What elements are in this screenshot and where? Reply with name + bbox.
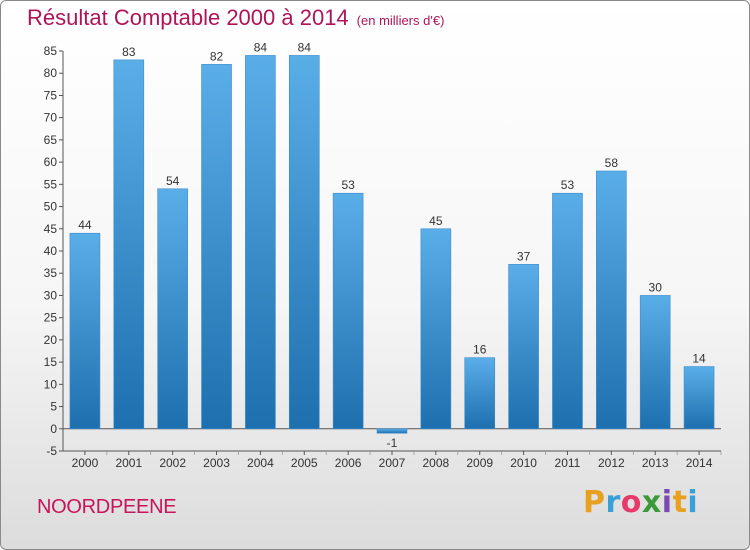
data-label-2014: 14 bbox=[692, 352, 706, 366]
bar-2004 bbox=[245, 55, 276, 429]
x-tick-label: 2014 bbox=[686, 456, 713, 470]
data-label-2004: 84 bbox=[254, 40, 268, 54]
y-tick-label: 20 bbox=[44, 333, 58, 347]
y-tick-label: 25 bbox=[44, 311, 58, 325]
x-tick-label: 2005 bbox=[291, 456, 318, 470]
data-label-2002: 54 bbox=[166, 174, 180, 188]
y-tick-label: 55 bbox=[44, 177, 58, 191]
y-tick-label: 40 bbox=[44, 244, 58, 258]
bar-2003 bbox=[201, 64, 232, 429]
bar-outline bbox=[245, 55, 276, 430]
y-tick-label: 75 bbox=[44, 88, 58, 102]
logo-letter: i bbox=[687, 485, 699, 520]
bar-2014 bbox=[684, 366, 715, 429]
y-tick-label: 35 bbox=[44, 266, 58, 280]
bar-outline bbox=[157, 188, 188, 430]
logo-letter: t bbox=[672, 485, 688, 520]
y-tick-label: 5 bbox=[50, 400, 57, 414]
bar-2000 bbox=[69, 233, 100, 429]
bar-2005 bbox=[289, 55, 320, 429]
data-label-2013: 30 bbox=[649, 280, 663, 294]
logo-letter: i bbox=[661, 485, 673, 520]
bar-outline bbox=[376, 428, 408, 434]
bar-2012 bbox=[596, 171, 627, 429]
x-tick-label: 2002 bbox=[159, 456, 186, 470]
data-label-2005: 84 bbox=[298, 40, 312, 54]
bar-outline bbox=[596, 170, 627, 430]
bar-2008 bbox=[420, 228, 451, 429]
y-tick-label: 70 bbox=[44, 111, 58, 125]
logo-letter: x bbox=[641, 485, 662, 520]
bar-outline bbox=[552, 192, 583, 430]
bar-outline bbox=[464, 357, 496, 430]
y-tick-label: 60 bbox=[44, 155, 58, 169]
bar-outline bbox=[201, 64, 232, 430]
x-tick-label: 2006 bbox=[335, 456, 362, 470]
bar-2011 bbox=[552, 193, 583, 429]
x-tick-label: 2001 bbox=[115, 456, 142, 470]
y-tick-label: 65 bbox=[44, 133, 58, 147]
bar-outline bbox=[288, 55, 320, 430]
x-tick-label: 2007 bbox=[379, 456, 406, 470]
bar-2002 bbox=[157, 188, 188, 429]
data-label-2006: 53 bbox=[341, 178, 355, 192]
bar-outline bbox=[508, 264, 539, 430]
x-tick-label: 2009 bbox=[466, 456, 493, 470]
bar-2013 bbox=[640, 295, 671, 429]
y-tick-label: 80 bbox=[44, 66, 58, 80]
bar-2006 bbox=[333, 193, 364, 429]
bar-outline bbox=[639, 295, 671, 430]
x-tick-label: 2011 bbox=[555, 456, 581, 470]
bar-outline bbox=[113, 59, 145, 430]
y-tick-label: 10 bbox=[44, 377, 58, 391]
y-tick-label: 85 bbox=[44, 44, 58, 58]
x-tick-label: 2003 bbox=[203, 456, 230, 470]
chart-title-text: Résultat Comptable 2000 à 2014 bbox=[27, 5, 349, 30]
y-tick-label: 15 bbox=[44, 355, 58, 369]
x-tick-label: 2000 bbox=[72, 456, 99, 470]
chart-title: Résultat Comptable 2000 à 2014 (en millie… bbox=[27, 5, 444, 31]
bar-outline bbox=[69, 232, 101, 430]
logo-letter: P bbox=[583, 485, 606, 520]
x-tick-label: 2008 bbox=[423, 456, 450, 470]
bar-2009 bbox=[464, 357, 495, 429]
proxiti-logo: Proxiti bbox=[583, 485, 698, 520]
data-label-2009: 16 bbox=[473, 343, 487, 357]
data-label-2011: 53 bbox=[561, 178, 575, 192]
logo-letter: r bbox=[605, 485, 621, 520]
data-label-2007: -1 bbox=[387, 436, 398, 450]
x-tick-label: 2012 bbox=[598, 456, 625, 470]
y-tick-label: 50 bbox=[44, 200, 58, 214]
y-tick-label: 30 bbox=[44, 288, 58, 302]
x-tick-label: 2004 bbox=[247, 456, 274, 470]
bar-outline bbox=[332, 192, 364, 430]
data-label-2003: 82 bbox=[210, 49, 224, 63]
y-tick-label: 0 bbox=[50, 422, 57, 436]
bar-2010 bbox=[508, 264, 539, 429]
x-tick-label: 2013 bbox=[642, 456, 669, 470]
bar-outline bbox=[683, 366, 715, 430]
data-label-2001: 83 bbox=[122, 45, 136, 59]
y-tick-label: -5 bbox=[46, 444, 57, 458]
data-label-2010: 37 bbox=[517, 249, 531, 263]
chart-subtitle: (en milliers d'€) bbox=[356, 13, 445, 28]
commune-name: NOORDPEENE bbox=[37, 496, 177, 518]
x-tick-label: 2010 bbox=[510, 456, 537, 470]
data-label-2000: 44 bbox=[78, 218, 92, 232]
bar-2001 bbox=[113, 59, 144, 429]
data-label-2008: 45 bbox=[429, 214, 443, 228]
data-label-2012: 58 bbox=[605, 156, 619, 170]
bar-2007 bbox=[377, 428, 407, 434]
y-tick-label: 45 bbox=[44, 222, 58, 236]
logo-letter: o bbox=[620, 485, 642, 520]
bar-outline bbox=[420, 228, 452, 430]
